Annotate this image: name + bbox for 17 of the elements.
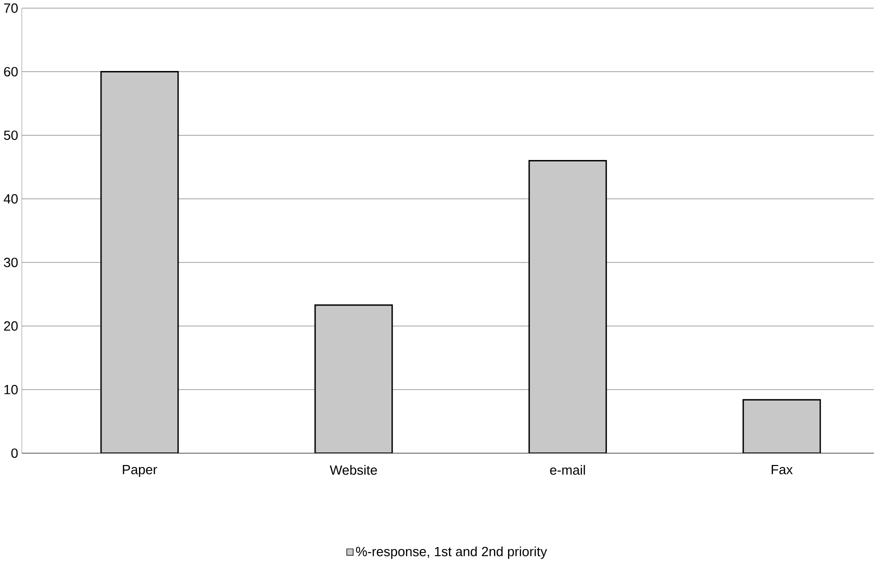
y-tick-label: 0	[11, 448, 18, 458]
y-tick-label: 40	[4, 194, 18, 204]
y-tick-label: 50	[4, 130, 18, 140]
y-tick-label: 20	[4, 321, 18, 331]
bar	[742, 399, 821, 454]
y-tick-label: 70	[4, 4, 18, 13]
x-tick-label: Website	[330, 465, 377, 475]
y-tick-label: 30	[4, 258, 18, 268]
bar	[100, 71, 179, 454]
x-tick-label: Paper	[122, 465, 158, 478]
y-tick-label: 60	[4, 67, 18, 77]
bar	[528, 160, 607, 454]
x-tick-label: Fax	[772, 465, 793, 474]
bar	[314, 304, 393, 454]
y-tick-label: 10	[4, 385, 18, 394]
legend-label: %-response, 1st and 2nd priority	[356, 546, 548, 560]
x-tick-label: e-mail	[550, 465, 585, 475]
